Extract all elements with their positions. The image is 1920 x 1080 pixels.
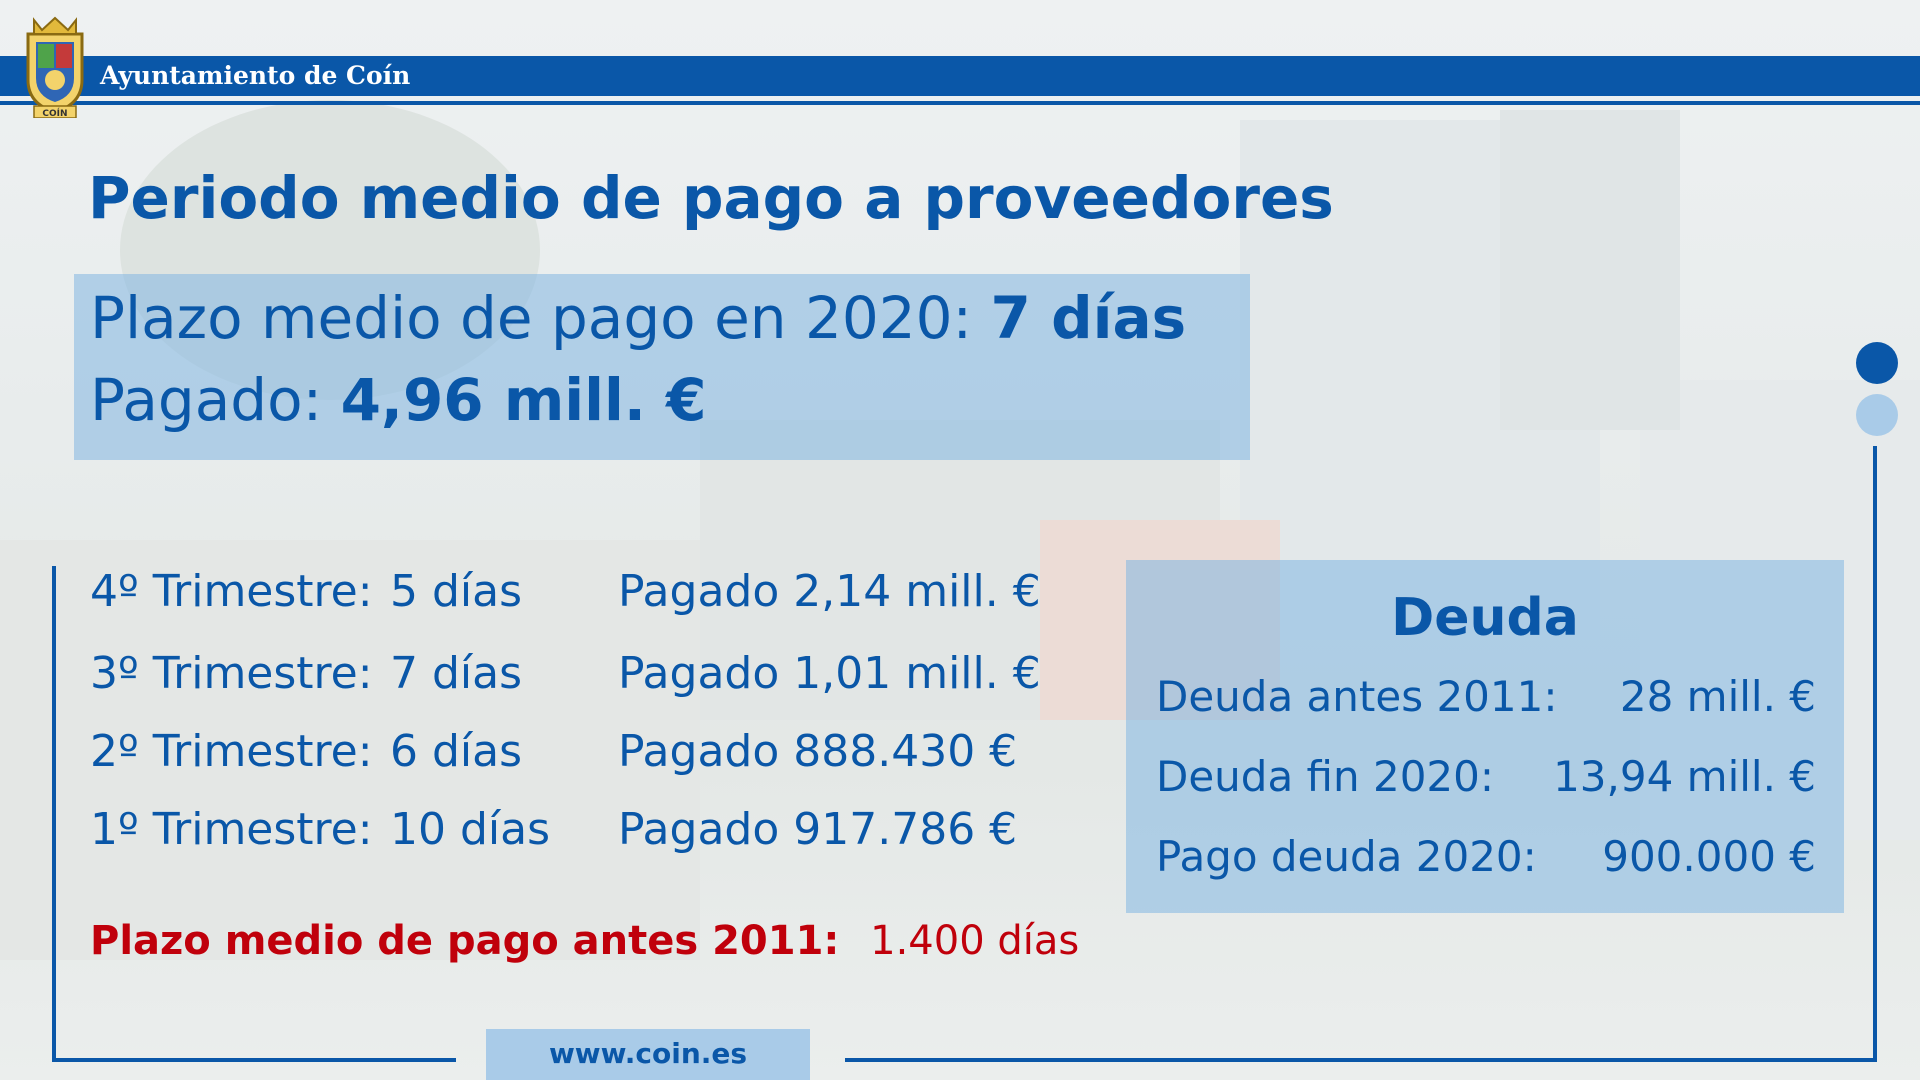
before-2011-label: Plazo medio de pago antes 2011: <box>90 918 840 964</box>
org-name: Ayuntamiento de Coín <box>100 61 411 90</box>
debt-value: 900.000 € <box>1602 832 1816 881</box>
quarter-days: 5 días <box>390 566 523 617</box>
debt-label: Deuda antes 2011: <box>1156 672 1558 721</box>
debt-value: 13,94 mill. € <box>1553 752 1816 801</box>
frame-line-left <box>52 566 56 1062</box>
quarter-label: 2º Trimestre: <box>90 726 373 777</box>
quarter-paid: Pagado 1,01 mill. € <box>618 648 1041 699</box>
debt-row: Deuda fin 2020: 13,94 mill. € <box>1156 752 1816 808</box>
frame-line-bottom-left <box>52 1058 456 1062</box>
before-2011-line: Plazo medio de pago antes 2011: 1.400 dí… <box>90 918 1079 964</box>
paid-value: 4,96 mill. € <box>340 366 707 434</box>
summary-box: Plazo medio de pago en 2020: 7 días Paga… <box>74 274 1250 460</box>
frame-line-right <box>1873 446 1877 1062</box>
debt-label: Deuda fin 2020: <box>1156 752 1495 801</box>
quarter-paid: Pagado 888.430 € <box>618 726 1018 777</box>
paid-label: Pagado: <box>90 366 323 434</box>
slide-indicator-active[interactable] <box>1856 342 1898 384</box>
header-underline <box>0 101 1920 105</box>
debt-label: Pago deuda 2020: <box>1156 832 1537 881</box>
quarter-days: 10 días <box>390 804 551 855</box>
quarter-label: 3º Trimestre: <box>90 648 373 699</box>
header-bar <box>0 56 1920 96</box>
debt-heading: Deuda <box>1391 588 1579 648</box>
debt-box: Deuda Deuda antes 2011: 28 mill. € Deuda… <box>1126 560 1844 913</box>
quarter-paid: Pagado 2,14 mill. € <box>618 566 1041 617</box>
quarter-days: 6 días <box>390 726 523 777</box>
website-link[interactable]: www.coin.es <box>486 1029 810 1080</box>
quarter-label: 4º Trimestre: <box>90 566 373 617</box>
summary-line-term: Plazo medio de pago en 2020: 7 días <box>90 284 1186 352</box>
quarter-paid: Pagado 917.786 € <box>618 804 1018 855</box>
term-value: 7 días <box>990 284 1187 352</box>
before-2011-value: 1.400 días <box>870 918 1080 964</box>
page-title: Periodo medio de pago a proveedores <box>88 164 1334 232</box>
quarter-label: 1º Trimestre: <box>90 804 373 855</box>
coat-of-arms-icon: COÍN <box>26 16 84 118</box>
frame-line-bottom-right <box>845 1058 1877 1062</box>
quarter-days: 7 días <box>390 648 523 699</box>
debt-value: 28 mill. € <box>1619 672 1816 721</box>
summary-line-paid: Pagado: 4,96 mill. € <box>90 366 707 434</box>
term-label: Plazo medio de pago en 2020: <box>90 284 973 352</box>
debt-row: Pago deuda 2020: 900.000 € <box>1156 832 1816 888</box>
slide-indicator[interactable] <box>1856 394 1898 436</box>
crest-label: COÍN <box>42 107 67 118</box>
debt-row: Deuda antes 2011: 28 mill. € <box>1156 672 1816 728</box>
